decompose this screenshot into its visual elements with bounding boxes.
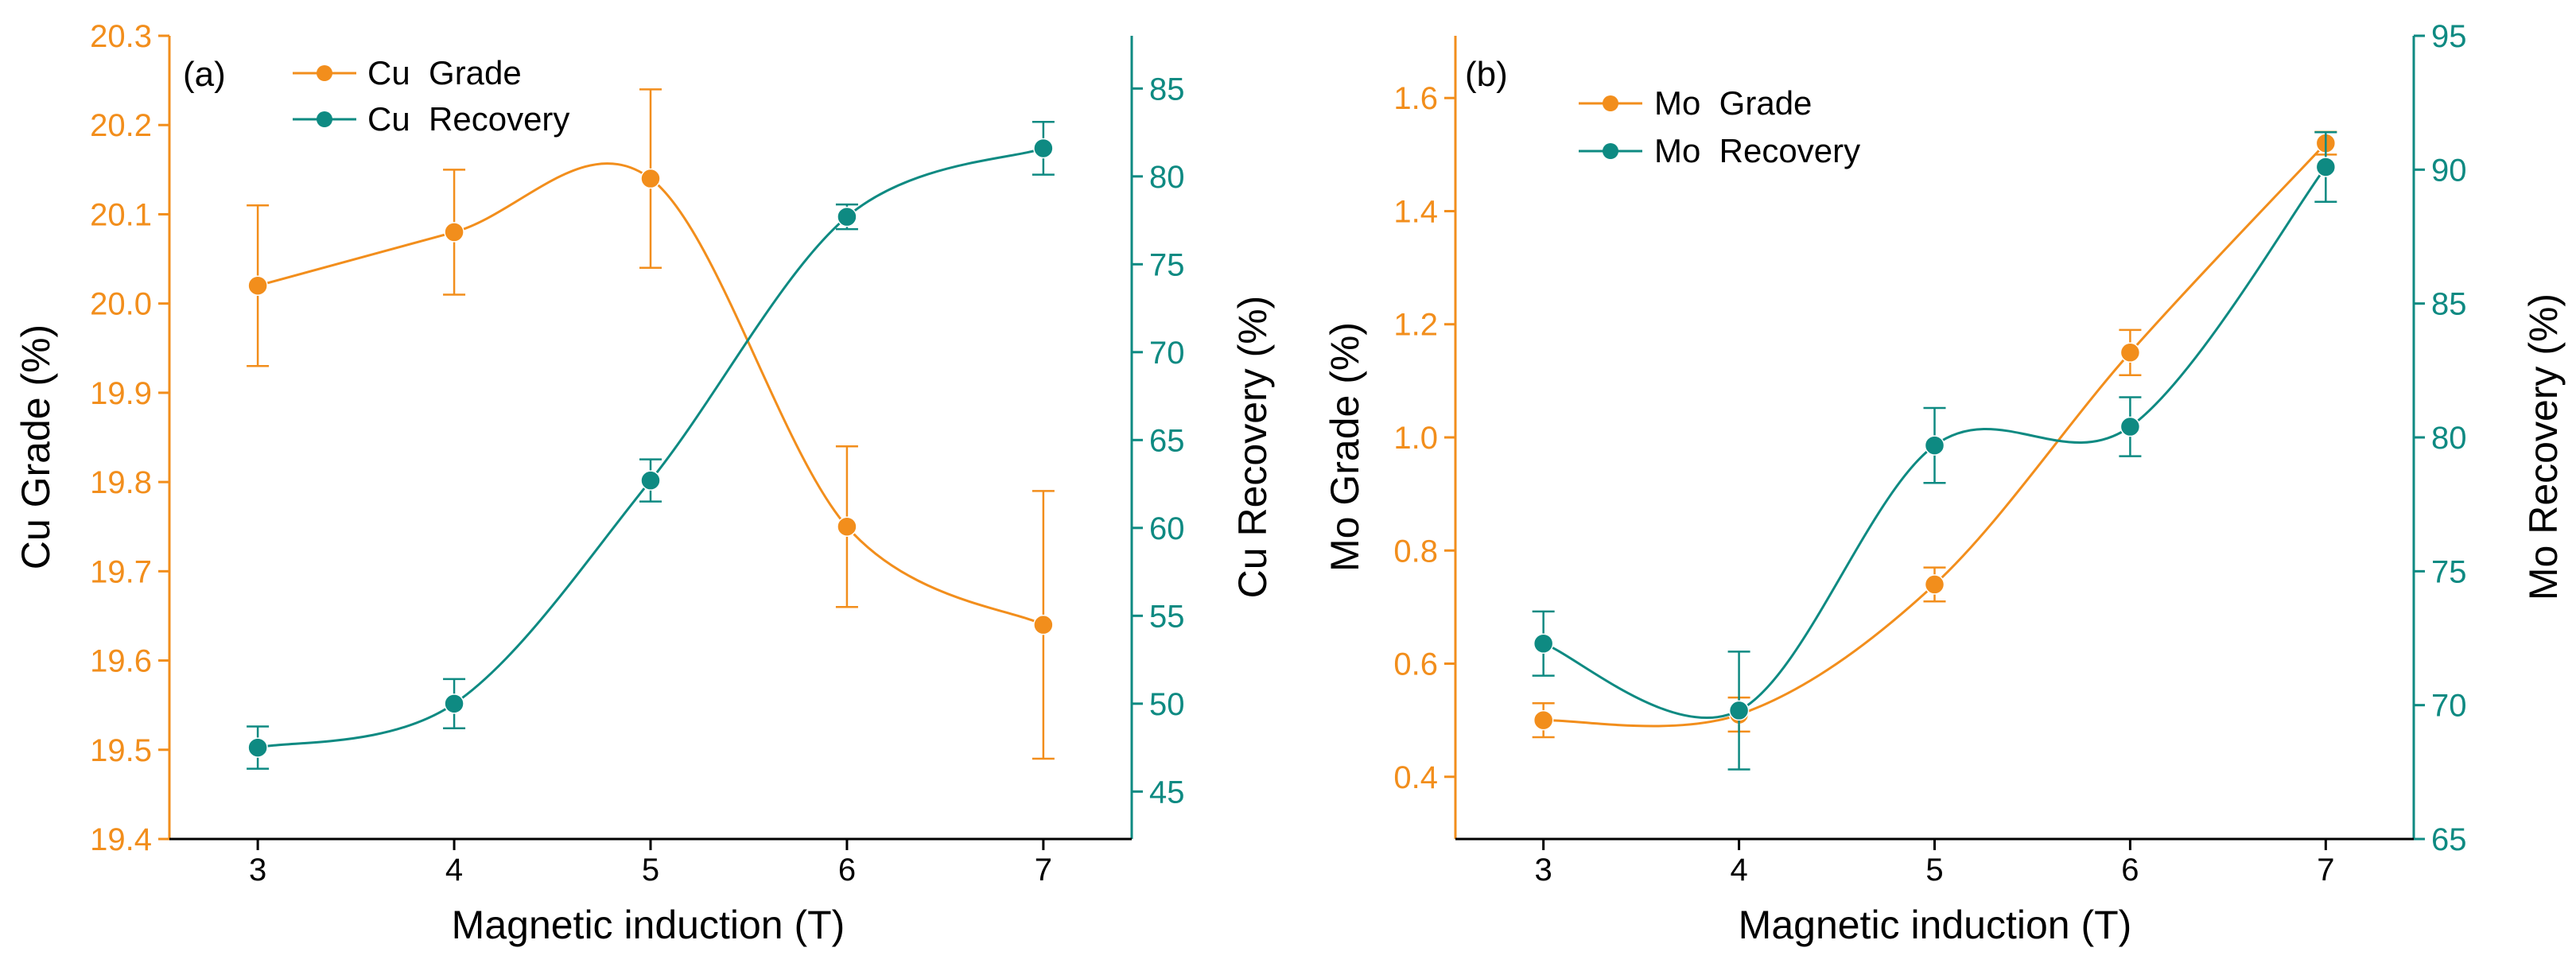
legend-marker-cu-recovery: [317, 111, 332, 127]
y-left-tick-label: 0.4: [1393, 760, 1438, 795]
mo-recovery-point: [2315, 157, 2337, 177]
y-right-tick-label: 75: [2431, 554, 2467, 589]
y-right-tick-label: 65: [1149, 423, 1185, 458]
cu-grade-line: [257, 162, 1044, 627]
x-axis-label-b: Magnetic induction (T): [1739, 903, 2132, 947]
panel-label-a: (a): [183, 55, 226, 94]
x-tick-label: 7: [2317, 853, 2334, 888]
legend-marker-mo-grade: [1603, 95, 1618, 111]
y-left-tick-label: 1.6: [1393, 81, 1438, 116]
mo-grade-point: [1924, 574, 1945, 595]
y-left-tick-label: 20.1: [90, 197, 152, 232]
y-left-tick-label: 19.5: [90, 733, 152, 768]
mo-recovery-point: [1533, 633, 1554, 654]
y-left-tick-label: 19.6: [90, 644, 152, 679]
y-right-tick-label: 55: [1149, 599, 1185, 634]
y-right-tick-label: 65: [2431, 822, 2467, 857]
y-left-tick-label: 20.0: [90, 287, 152, 322]
y-right-tick-label: 50: [1149, 687, 1185, 722]
x-tick-label: 3: [1535, 853, 1552, 888]
y-right-tick-label: 85: [1149, 72, 1185, 107]
y-left-tick-label: 0.8: [1393, 534, 1438, 569]
legend-b: Mo Grade Mo Recovery: [1579, 84, 1860, 169]
mo-grade-point: [2119, 342, 2141, 363]
y-left-tick-label: 20.3: [90, 19, 152, 54]
y-right-tick-label: 85: [2431, 287, 2467, 322]
y-left-tick-label: 1.0: [1393, 421, 1438, 456]
x-tick-label: 6: [838, 853, 856, 888]
y-right-tick-label: 80: [1149, 160, 1185, 195]
cu-grade-point: [1033, 614, 1054, 635]
y-right-tick-label: 60: [1149, 511, 1185, 546]
mo-recovery-point: [1924, 435, 1945, 456]
x-axis-label-a: Magnetic induction (T): [452, 903, 845, 947]
legend-label-mo-grade: Mo Grade: [1654, 84, 1812, 122]
y-left-tick-label: 19.7: [90, 554, 152, 589]
cu-grade-point: [444, 222, 464, 243]
y-left-tick-label: 19.4: [90, 822, 152, 857]
y-right-tick-label: 80: [2431, 421, 2467, 456]
cu-recovery-point: [640, 470, 661, 491]
legend-marker-mo-recovery: [1603, 143, 1618, 159]
y-axis-left-label-b: Mo Grade (%): [1323, 322, 1367, 572]
x-tick-label: 6: [2121, 853, 2139, 888]
y-axis-right-label-a: Cu Recovery (%): [1230, 296, 1275, 599]
y-left-tick-label: 19.9: [90, 376, 152, 411]
x-tick-label: 7: [1035, 853, 1052, 888]
cu-recovery-point: [247, 737, 268, 758]
y-left-tick-label: 1.4: [1393, 194, 1438, 229]
y-right-tick-label: 90: [2431, 153, 2467, 188]
x-tick-label: 4: [1730, 853, 1747, 888]
x-tick-label: 5: [642, 853, 659, 888]
cu-recovery-point: [444, 693, 464, 714]
x-tick-label: 3: [249, 853, 266, 888]
mo-recovery-point: [1728, 700, 1750, 721]
y-left-tick-label: 0.6: [1393, 647, 1438, 682]
mo-recovery-point: [2119, 416, 2141, 437]
x-tick-label: 5: [1925, 853, 1943, 888]
panel-b: (b) Magnetic induction (T) Mo Grade (%) …: [1323, 19, 2566, 947]
legend-label-mo-recovery: Mo Recovery: [1654, 132, 1860, 169]
cu-recovery-point: [837, 206, 857, 227]
mo-grade-line: [1543, 142, 2327, 728]
y-axis-left-label-a: Cu Grade (%): [14, 324, 58, 569]
y-left-tick-label: 19.8: [90, 465, 152, 500]
mo-grade-point: [1533, 709, 1554, 731]
legend-label-cu-recovery: Cu Recovery: [367, 100, 569, 138]
y-right-tick-label: 70: [2431, 689, 2467, 724]
legend-a: Cu Grade Cu Recovery: [293, 54, 569, 138]
x-tick-label: 4: [445, 853, 463, 888]
y-right-tick-label: 75: [1149, 247, 1185, 282]
cu-recovery-point: [1033, 138, 1054, 159]
y-right-tick-label: 95: [2431, 19, 2467, 54]
y-axis-right-label-b: Mo Recovery (%): [2521, 293, 2566, 600]
cu-grade-point: [640, 168, 661, 189]
panel-a: (a) Magnetic induction (T) Cu Grade (%) …: [14, 19, 1275, 947]
legend-marker-cu-grade: [317, 65, 332, 81]
cu-grade-point: [247, 275, 268, 296]
cu-grade-point: [837, 516, 857, 537]
y-left-tick-label: 20.2: [90, 108, 152, 143]
legend-label-cu-grade: Cu Grade: [367, 54, 522, 91]
y-right-tick-label: 45: [1149, 775, 1185, 810]
panel-label-b: (b): [1465, 55, 1508, 94]
y-left-tick-label: 1.2: [1393, 308, 1438, 343]
y-right-tick-label: 70: [1149, 336, 1185, 371]
